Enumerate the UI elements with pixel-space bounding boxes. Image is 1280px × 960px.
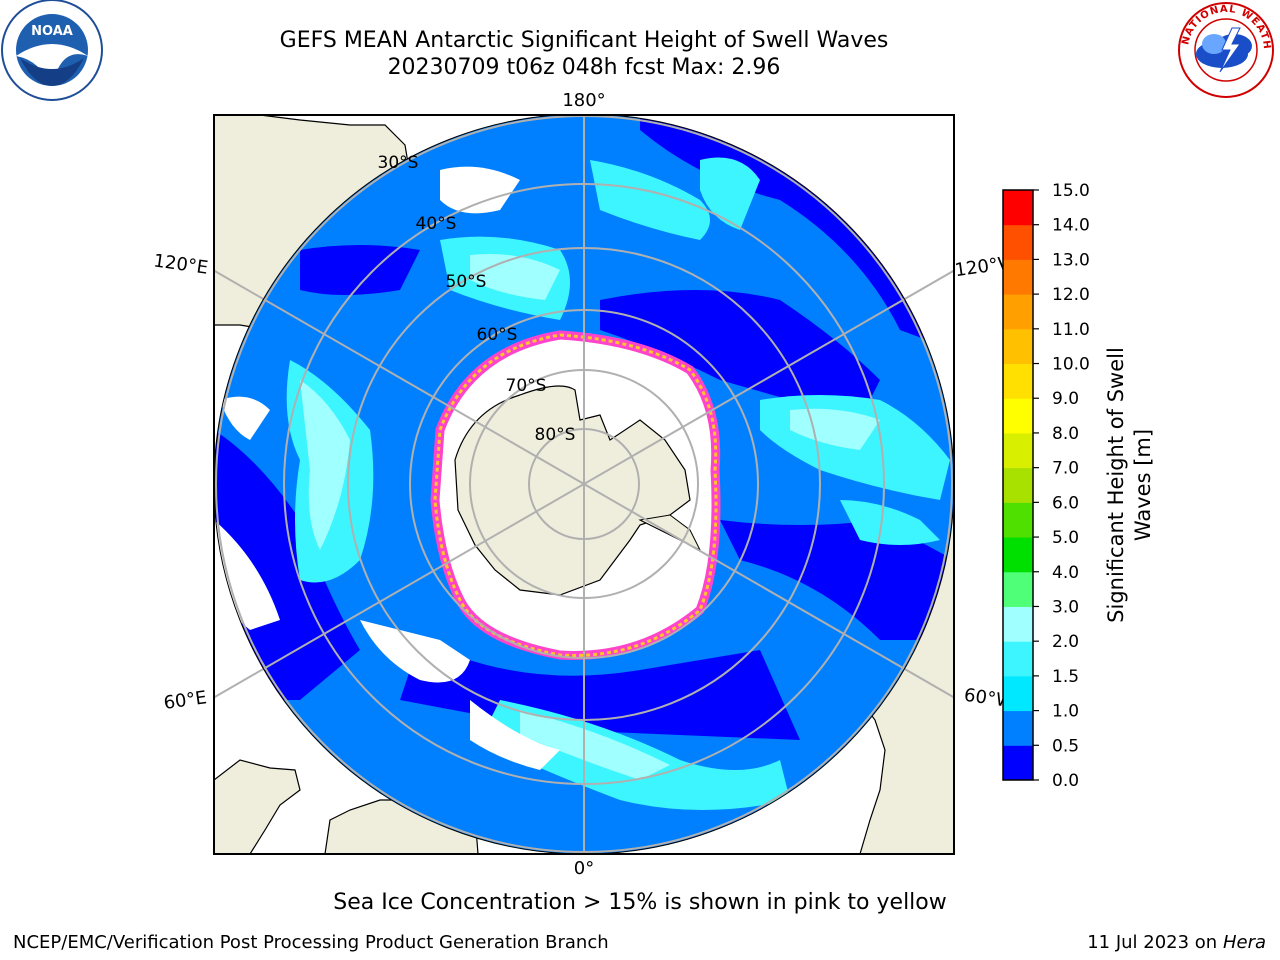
sea-ice-note: Sea Ice Concentration > 15% is shown in … (333, 890, 947, 915)
colorbar-tick-label: 2.0 (1052, 632, 1079, 652)
colorbar-tick-label: 4.0 (1052, 563, 1079, 583)
chart-title-line1: GEFS MEAN Antarctic Significant Height o… (279, 28, 889, 53)
colorbar-swatch (1003, 606, 1033, 642)
colorbar-swatch (1003, 432, 1033, 469)
colorbar-tick-label: 12.0 (1052, 285, 1090, 305)
lat-label-30s: 30°S (378, 153, 419, 173)
colorbar-tick-label: 0.5 (1052, 736, 1079, 756)
colorbar-frame (1002, 189, 1034, 781)
footer-machine: Hera (1222, 932, 1266, 953)
colorbar-tick-label: 15.0 (1052, 181, 1090, 201)
colorbar-swatch (1003, 641, 1033, 677)
colorbar-label-line1: Significant Height of Swell (1104, 347, 1128, 623)
lon-label-60e: 60°E (162, 687, 208, 714)
colorbar-label-line2: Waves [m] (1131, 429, 1155, 541)
colorbar-tick-label: 5.0 (1052, 528, 1079, 548)
colorbar-tick-label: 8.0 (1052, 424, 1079, 444)
noaa-logo: NOAA (0, 0, 104, 104)
colorbar-swatch (1003, 363, 1033, 399)
colorbar-tick-label: 13.0 (1052, 250, 1090, 270)
lon-label-120e: 120°E (152, 250, 209, 278)
colorbar-swatch (1003, 675, 1033, 712)
colorbar-swatch (1003, 398, 1033, 434)
colorbar-tick-label: 9.0 (1052, 389, 1079, 409)
footer-date: 11 Jul 2023 on Hera (1087, 932, 1266, 953)
colorbar-tick-label: 0.0 (1052, 771, 1079, 791)
colorbar-swatch (1003, 467, 1033, 503)
colorbar-swatch (1003, 710, 1033, 746)
footer-date-text: 11 Jul 2023 on (1087, 932, 1223, 953)
colorbar-swatch (1003, 224, 1033, 260)
colorbar-swatch (1003, 537, 1033, 573)
lat-label-40s: 40°S (416, 214, 457, 234)
lon-label-180: 180° (562, 90, 605, 111)
colorbar-swatch (1003, 502, 1033, 538)
colorbar-tick-label: 11.0 (1052, 320, 1090, 340)
lat-label-80s: 80°S (535, 425, 576, 445)
chart-title-line2: 20230709 t06z 048h fcst Max: 2.96 (387, 55, 781, 80)
colorbar-swatch (1003, 190, 1033, 226)
footer-credit: NCEP/EMC/Verification Post Processing Pr… (13, 932, 609, 953)
colorbar-tick-label: 7.0 (1052, 459, 1079, 479)
colorbar: 0.0 0.5 1.0 1.5 2.0 3.0 4.0 5.0 6.0 7.0 8.0 9.0 10.0… (1002, 181, 1090, 791)
lat-label-50s: 50°S (446, 272, 487, 292)
colorbar-tick-label: 1.5 (1052, 667, 1079, 687)
colorbar-tick-label: 10.0 (1052, 355, 1090, 375)
nws-logo: NATIONAL WEATHER SERVICE (1172, 0, 1276, 102)
svg-text:NOAA: NOAA (31, 24, 73, 39)
colorbar-tick-label: 14.0 (1052, 216, 1090, 236)
colorbar-swatch (1003, 571, 1033, 607)
colorbar-swatch (1003, 294, 1033, 330)
colorbar-swatch (1003, 328, 1033, 365)
colorbar-swatch (1003, 259, 1033, 295)
colorbar-swatch (1003, 745, 1033, 781)
lat-label-60s: 60°S (477, 325, 518, 345)
colorbar-tick-label: 1.0 (1052, 702, 1079, 722)
lon-label-0: 0° (574, 858, 594, 879)
colorbar-tick-label: 6.0 (1052, 493, 1079, 513)
lat-label-70s: 70°S (506, 376, 547, 396)
colorbar-tick-label: 3.0 (1052, 597, 1079, 617)
